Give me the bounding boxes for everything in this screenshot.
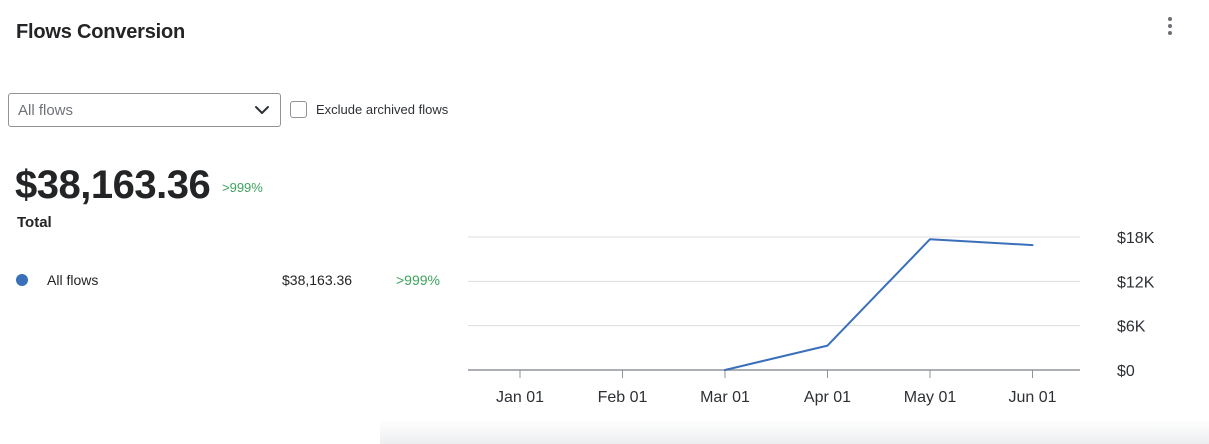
- kebab-dot: [1168, 17, 1172, 21]
- more-options-icon[interactable]: [1160, 14, 1180, 38]
- kebab-dot: [1168, 24, 1172, 28]
- legend-color-dot: [16, 274, 28, 286]
- x-tick-label: Mar 01: [700, 389, 750, 406]
- total-label: Total: [17, 214, 52, 231]
- kebab-dot: [1168, 31, 1172, 35]
- exclude-archived-label[interactable]: Exclude archived flows: [316, 102, 449, 117]
- x-tick-label: May 01: [904, 389, 957, 406]
- legend-item-change: >999%: [396, 272, 440, 288]
- y-tick-label: $12K: [1117, 274, 1155, 291]
- x-tick-label: Jan 01: [496, 389, 544, 406]
- exclude-archived-checkbox[interactable]: [290, 101, 307, 118]
- total-value: $38,163.36: [15, 163, 211, 207]
- y-tick-label: $6K: [1117, 319, 1146, 336]
- flow-select-dropdown[interactable]: All flows: [8, 93, 281, 127]
- y-tick-label: $18K: [1117, 230, 1155, 247]
- bottom-shadow: [380, 420, 1209, 444]
- x-tick-label: Apr 01: [804, 389, 851, 406]
- widget-title: Flows Conversion: [16, 21, 186, 43]
- x-tick-label: Jun 01: [1008, 389, 1056, 406]
- total-change-badge: >999%: [222, 180, 263, 195]
- x-tick-label: Feb 01: [598, 389, 648, 406]
- chevron-down-icon: [255, 106, 269, 114]
- flow-select-value: All flows: [18, 101, 74, 119]
- legend-item-value: $38,163.36: [282, 272, 353, 288]
- y-tick-label: $0: [1117, 363, 1135, 380]
- series-line-all-flows: [724, 238, 1034, 371]
- legend-item-name: All flows: [47, 272, 99, 288]
